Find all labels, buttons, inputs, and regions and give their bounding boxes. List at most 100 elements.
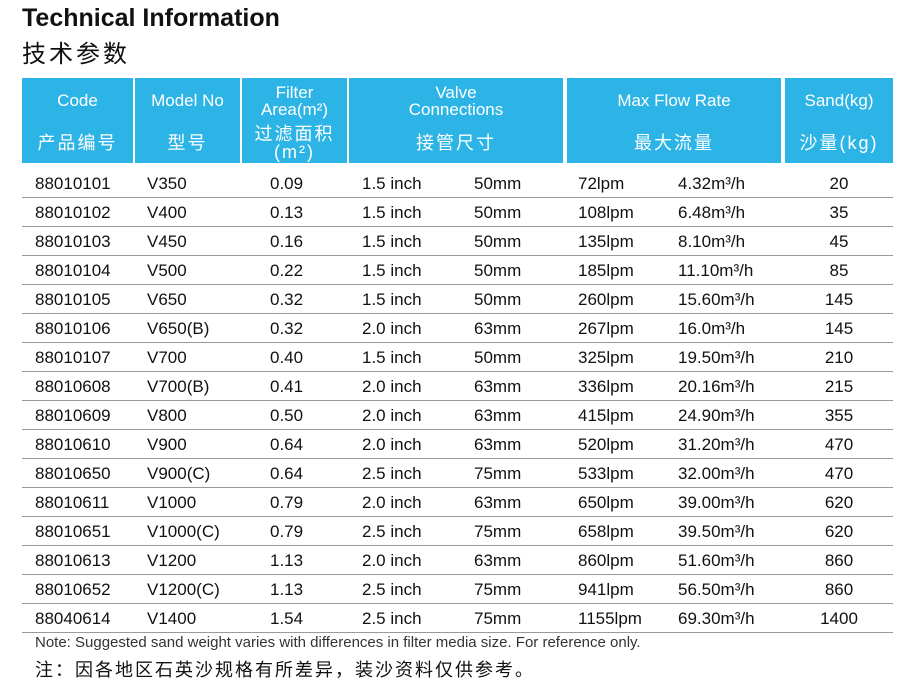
table-cell: 2.0 inch <box>362 493 422 512</box>
row-line <box>22 313 893 314</box>
header-cell-en: Sand(kg) <box>785 78 893 123</box>
table-cell: 88010609 <box>35 406 111 425</box>
header-text: Code <box>57 91 98 110</box>
row-line <box>22 226 893 227</box>
header-cell-zh: 过滤面积 (m²) <box>242 123 347 163</box>
header-cell-en: Code <box>22 78 133 123</box>
table-cell: 63mm <box>474 406 522 425</box>
table-cell: V450 <box>147 232 187 251</box>
table-cell: 533lpm <box>578 464 634 483</box>
table-cell: 0.41 <box>270 377 304 396</box>
header-text: 过滤面积 <box>254 124 335 144</box>
table-cell: 88010650 <box>35 464 111 483</box>
table-cell: 88010652 <box>35 580 111 599</box>
table-cell: 325lpm <box>578 348 634 367</box>
table-cell: 1155lpm <box>578 609 642 628</box>
row-line <box>22 342 893 343</box>
table-cell: 0.32 <box>270 319 304 338</box>
table-cell: 31.20m³/h <box>678 435 755 454</box>
table-cell: V900(C) <box>147 464 211 483</box>
table-cell: 2.5 inch <box>362 580 422 599</box>
table-cell: 19.50m³/h <box>678 348 755 367</box>
header-text: Sand(kg) <box>804 91 874 110</box>
table-cell: 215 <box>824 377 854 396</box>
table-cell: 15.60m³/h <box>678 290 755 309</box>
table-cell: 0.64 <box>270 435 304 454</box>
table-cell: 16.0m³/h <box>678 319 746 338</box>
table-cell: 2.0 inch <box>362 319 422 338</box>
table-cell: 267lpm <box>578 319 634 338</box>
header-text: 最大流量 <box>634 133 714 153</box>
table-cell: V400 <box>147 203 187 222</box>
table-cell: V1000(C) <box>147 522 220 541</box>
table-cell: 415lpm <box>578 406 634 425</box>
table-cell: 88010105 <box>35 290 111 309</box>
table-cell: 51.60m³/h <box>678 551 755 570</box>
header-text: Filter <box>275 82 314 102</box>
table-cell: 75mm <box>474 609 522 628</box>
table-cell: 470 <box>824 435 854 454</box>
table-cell: 658lpm <box>578 522 634 541</box>
header-text: Area(m²) <box>260 99 329 119</box>
row-line <box>22 574 893 575</box>
row-line <box>22 516 893 517</box>
table-cell: 0.40 <box>270 348 304 367</box>
table-cell: 470 <box>824 464 854 483</box>
row-line <box>22 197 893 198</box>
table-cell: V700 <box>147 348 187 367</box>
table-cell: 56.50m³/h <box>678 580 755 599</box>
row-line <box>22 545 893 546</box>
table-cell: V1400 <box>147 609 197 628</box>
row-line <box>22 400 893 401</box>
header-text: Model No <box>151 91 224 110</box>
table-cell: 50mm <box>474 203 522 222</box>
table-cell: 0.64 <box>270 464 304 483</box>
table-cell: 2.5 inch <box>362 464 422 483</box>
table-cell: 50mm <box>474 348 522 367</box>
note-zh: 注：因各地区石英沙规格有所差异，装沙资料仅供参考。 <box>35 660 535 680</box>
header-cell-zh: 接管尺寸 <box>349 123 563 163</box>
table-cell: 88010608 <box>35 377 111 396</box>
table-cell: 185lpm <box>578 261 634 280</box>
table-cell: 32.00m³/h <box>678 464 755 483</box>
table-cell: 1.5 inch <box>362 261 422 280</box>
table-cell: 63mm <box>474 435 522 454</box>
table-cell: 1.5 inch <box>362 290 422 309</box>
table-cell: 620 <box>824 493 854 512</box>
table-cell: 2.0 inch <box>362 406 422 425</box>
header-text: Valve <box>435 82 477 102</box>
table-cell: 88040614 <box>35 609 111 628</box>
header-cell-en: Max Flow Rate <box>567 78 781 123</box>
row-line <box>22 632 893 633</box>
table-cell: 88010613 <box>35 551 111 570</box>
table-cell: 860 <box>824 580 854 599</box>
table-cell: 145 <box>824 290 854 309</box>
table-cell: V500 <box>147 261 187 280</box>
table-cell: 0.22 <box>270 261 304 280</box>
table-cell: 1.5 inch <box>362 232 422 251</box>
table-cell: 1.5 inch <box>362 203 422 222</box>
table-cell: 72lpm <box>578 174 625 193</box>
table-cell: 0.32 <box>270 290 304 309</box>
table-cell: 2.0 inch <box>362 435 422 454</box>
table-cell: V350 <box>147 174 187 193</box>
table-cell: 39.50m³/h <box>678 522 755 541</box>
table-cell: 145 <box>824 319 854 338</box>
table-cell: 2.0 inch <box>362 551 422 570</box>
table-cell: 1400 <box>820 609 858 628</box>
table-cell: 0.50 <box>270 406 304 425</box>
table-cell: 260lpm <box>578 290 634 309</box>
table-cell: 135lpm <box>578 232 634 251</box>
table-cell: 0.79 <box>270 522 304 541</box>
table-cell: 650lpm <box>578 493 634 512</box>
table-cell: 88010101 <box>35 174 111 193</box>
table-cell: V650(B) <box>147 319 210 338</box>
note-en: Note: Suggested sand weight varies with … <box>35 634 641 651</box>
table-cell: 108lpm <box>578 203 634 222</box>
table-cell: 88010107 <box>35 348 111 367</box>
table-cell: 88010106 <box>35 319 111 338</box>
table-cell: 2.5 inch <box>362 522 422 541</box>
table-cell: 39.00m³/h <box>678 493 755 512</box>
table-cell: 63mm <box>474 551 522 570</box>
table-cell: 50mm <box>474 261 522 280</box>
